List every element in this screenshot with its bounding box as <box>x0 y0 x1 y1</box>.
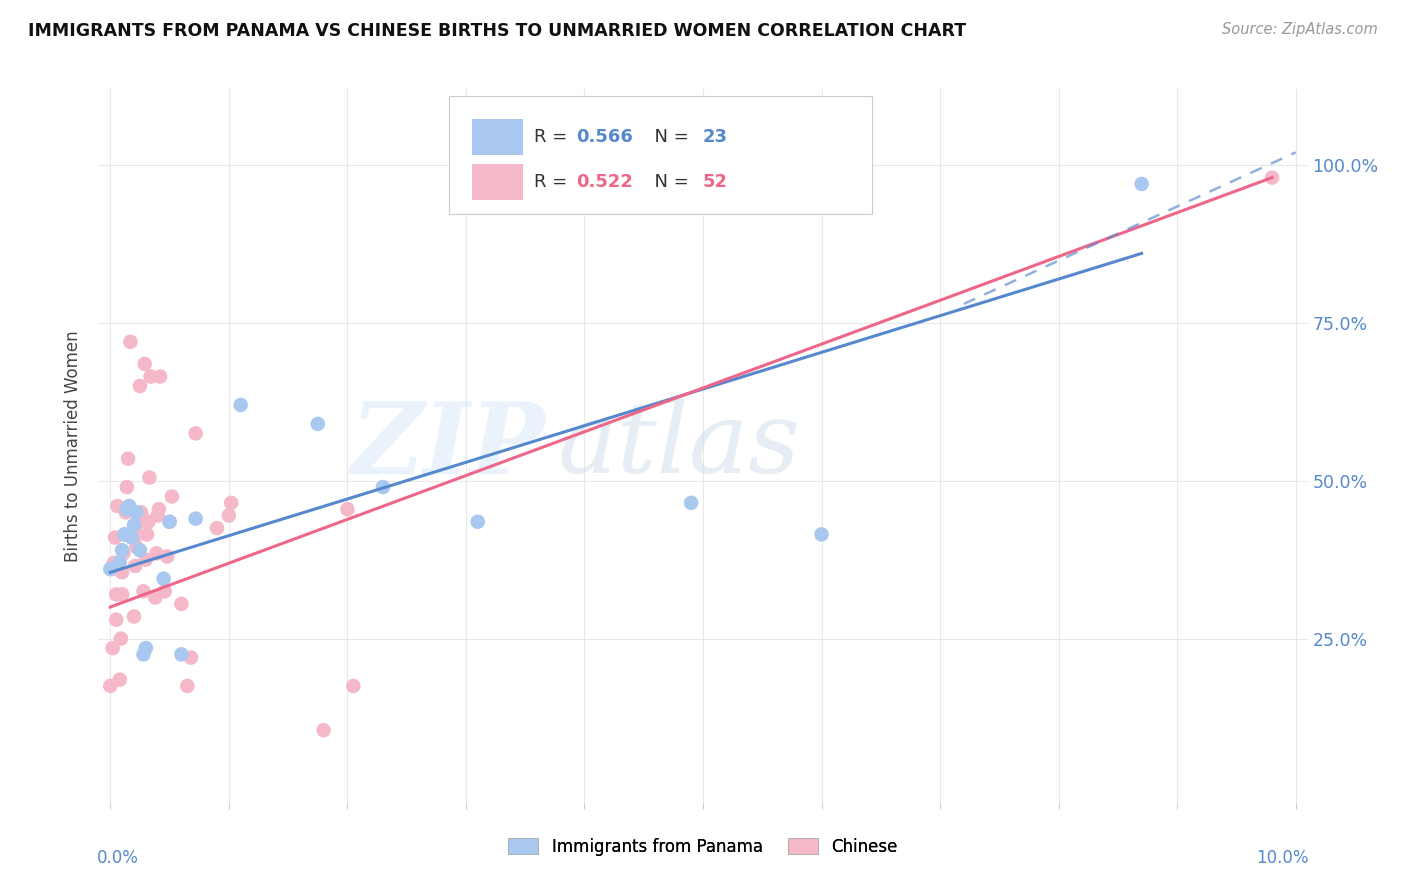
FancyBboxPatch shape <box>449 96 872 214</box>
Point <box>136 527 159 541</box>
Y-axis label: Births to Unmarried Women: Births to Unmarried Women <box>65 330 83 562</box>
Bar <box>472 120 523 155</box>
Point <box>135 641 157 656</box>
Point <box>342 679 364 693</box>
Point <box>111 566 134 580</box>
Point <box>467 515 489 529</box>
Point <box>118 499 141 513</box>
Point <box>336 502 359 516</box>
Point <box>108 673 131 687</box>
Point <box>121 531 143 545</box>
Point <box>120 334 142 349</box>
Point <box>180 650 202 665</box>
Point <box>134 357 156 371</box>
Point <box>1261 170 1284 185</box>
Bar <box>472 164 523 200</box>
Point <box>138 470 160 484</box>
Point <box>114 527 136 541</box>
Text: 52: 52 <box>703 173 728 191</box>
Point <box>122 609 145 624</box>
Text: 10.0%: 10.0% <box>1257 849 1309 867</box>
Point <box>105 587 128 601</box>
Point <box>148 502 170 516</box>
Point <box>205 521 228 535</box>
Point <box>307 417 329 431</box>
Text: Source: ZipAtlas.com: Source: ZipAtlas.com <box>1222 22 1378 37</box>
Point <box>122 517 145 532</box>
Point <box>115 502 138 516</box>
Point <box>145 546 167 560</box>
Point <box>1130 177 1153 191</box>
Point <box>312 723 335 738</box>
Point <box>143 591 166 605</box>
Point <box>108 556 131 570</box>
Point <box>139 369 162 384</box>
Point <box>681 496 703 510</box>
Point <box>146 508 169 523</box>
Point <box>114 527 136 541</box>
Point <box>129 505 152 519</box>
Point <box>103 556 125 570</box>
Text: R =: R = <box>534 173 572 191</box>
Point <box>110 632 132 646</box>
Point <box>160 490 183 504</box>
Point <box>176 679 198 693</box>
Legend: Immigrants from Panama, Chinese: Immigrants from Panama, Chinese <box>502 831 904 863</box>
Text: IMMIGRANTS FROM PANAMA VS CHINESE BIRTHS TO UNMARRIED WOMEN CORRELATION CHART: IMMIGRANTS FROM PANAMA VS CHINESE BIRTHS… <box>28 22 966 40</box>
Point <box>117 451 139 466</box>
Point <box>156 549 179 564</box>
Point <box>371 480 394 494</box>
Point <box>170 648 193 662</box>
Point <box>112 546 135 560</box>
Point <box>153 584 176 599</box>
Point <box>132 584 155 599</box>
Point <box>149 369 172 384</box>
Point <box>104 531 127 545</box>
Point <box>101 641 124 656</box>
Point <box>129 379 152 393</box>
Point <box>111 543 134 558</box>
Point <box>219 496 242 510</box>
Point <box>127 527 149 541</box>
Point <box>159 515 181 529</box>
Point <box>135 552 157 566</box>
Point <box>159 515 181 529</box>
Point <box>105 562 128 576</box>
Text: atlas: atlas <box>558 399 800 493</box>
Text: 0.0%: 0.0% <box>97 849 139 867</box>
Text: 0.522: 0.522 <box>576 173 633 191</box>
Point <box>105 499 128 513</box>
Point <box>111 587 134 601</box>
Point <box>136 515 159 529</box>
Point <box>105 613 128 627</box>
Text: N =: N = <box>643 128 695 146</box>
Point <box>152 572 174 586</box>
Point <box>184 426 207 441</box>
Point <box>132 648 155 662</box>
Point <box>125 505 148 519</box>
Point <box>98 679 121 693</box>
Point <box>810 527 832 541</box>
Text: ZIP: ZIP <box>352 398 546 494</box>
Text: 0.566: 0.566 <box>576 128 633 146</box>
Point <box>229 398 252 412</box>
Point <box>124 559 146 574</box>
Point <box>218 508 240 523</box>
Text: 23: 23 <box>703 128 728 146</box>
Point <box>170 597 193 611</box>
Point <box>98 562 121 576</box>
Point <box>115 480 138 494</box>
Text: N =: N = <box>643 173 695 191</box>
Point <box>114 505 136 519</box>
Point <box>128 515 150 529</box>
Point <box>184 511 207 525</box>
Point <box>129 543 152 558</box>
Point <box>125 540 148 554</box>
Text: R =: R = <box>534 128 572 146</box>
